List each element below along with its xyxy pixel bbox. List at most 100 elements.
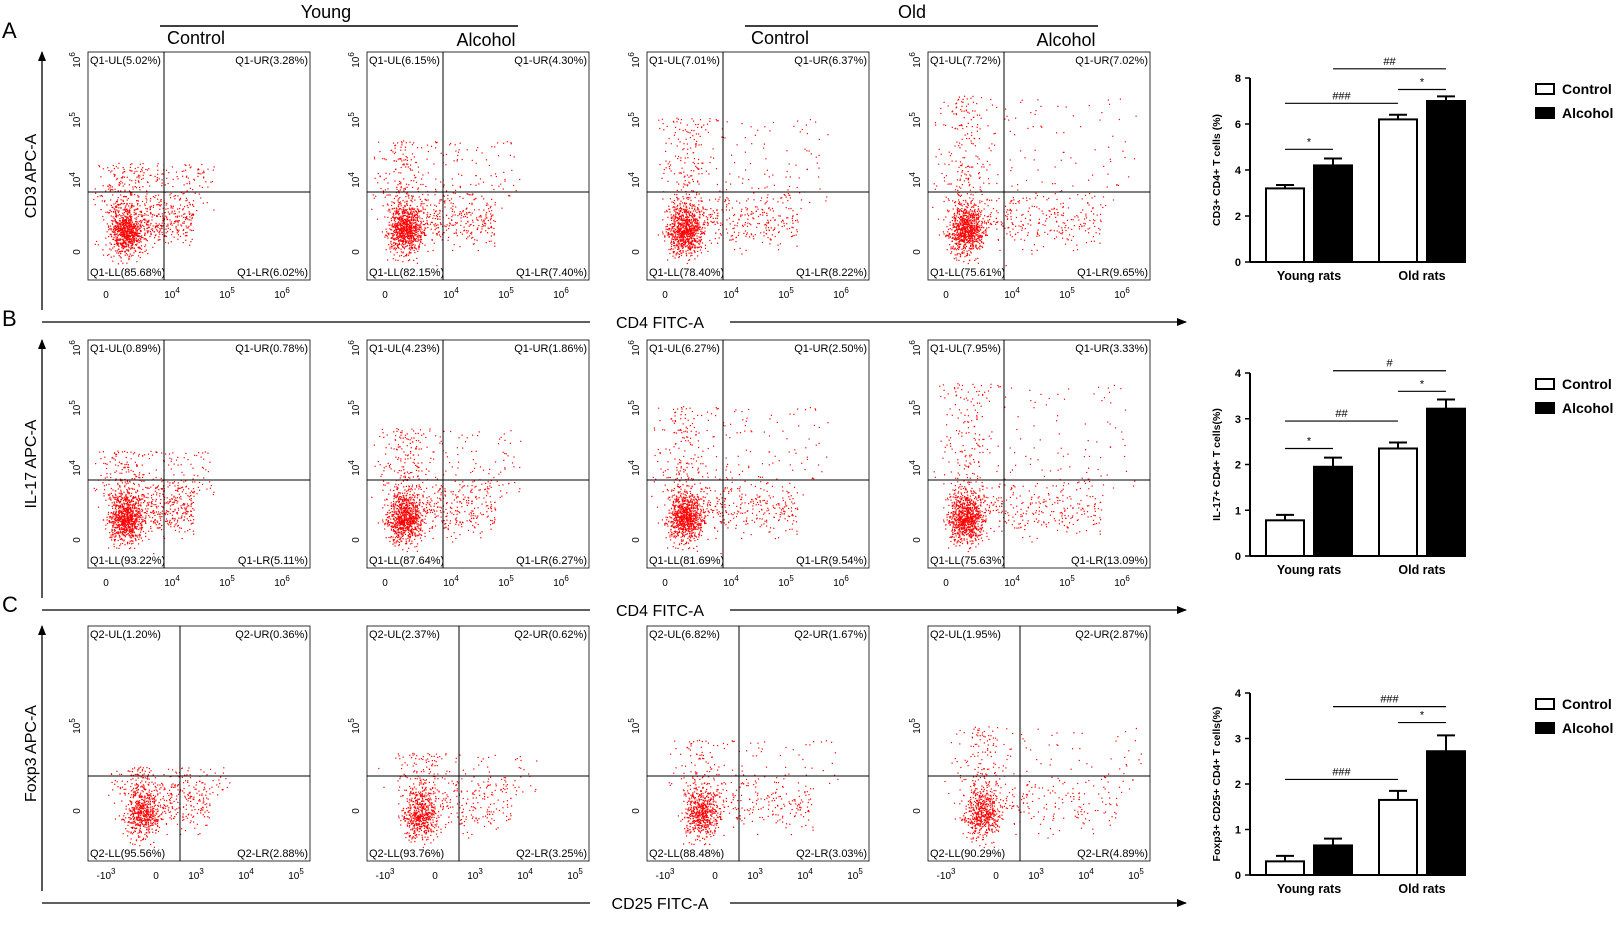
significance-label: * — [1307, 136, 1312, 148]
x-tick-label: 0 — [943, 290, 949, 301]
quadrant-ll-label: Q1-LL(78.40%) — [649, 267, 724, 279]
quadrant-ul-label: Q1-UL(6.15%) — [369, 55, 440, 67]
significance-label: # — [1386, 358, 1393, 370]
y-tick-label: 106 — [347, 340, 362, 356]
quadrant-ul-label: Q1-UL(7.01%) — [649, 55, 720, 67]
bar-control-young-rats — [1265, 519, 1305, 558]
x-tick-label: 105 — [567, 867, 583, 882]
significance-label: ## — [1335, 408, 1348, 420]
scatter-cloud — [657, 117, 829, 265]
y-tick-label: 106 — [627, 52, 642, 68]
group-header-young: Young — [160, 2, 518, 27]
x-tick-label: 0 — [993, 871, 999, 882]
quadrant-ur-label: Q1-UR(6.37%) — [794, 55, 867, 67]
bar-y-axis-label: CD3+ CD4+ T cells (%) — [1211, 114, 1223, 226]
x-tick-label: 104 — [517, 867, 533, 882]
quadrant-ur-label: Q2-UR(0.36%) — [235, 629, 308, 641]
plot-frame — [646, 339, 870, 569]
bar-category-label: Young rats — [1277, 563, 1341, 577]
x-tick-label: 0 — [432, 871, 438, 882]
bar-category-label: Old rats — [1398, 269, 1445, 283]
quadrant-ul-label: Q1-UL(4.23%) — [369, 343, 440, 355]
scatter-cloud — [93, 450, 215, 555]
y-tick-label: 0 — [72, 249, 83, 255]
column-label-young-alcohol: Alcohol — [456, 30, 515, 50]
bar-y-tick-label: 6 — [1235, 119, 1241, 131]
flow-plot-c-4: Q2-UL(1.95%) Q2-UR(2.87%) Q2-LL(90.29%) Q2-… — [908, 625, 1151, 882]
bar-y-tick-label: 1 — [1235, 505, 1241, 517]
x-tick-label: 103 — [747, 867, 763, 882]
y-tick-label: 105 — [627, 112, 642, 128]
x-tick-label: 106 — [1114, 574, 1130, 589]
bar-category-label: Old rats — [1398, 882, 1445, 896]
plot-frame — [87, 339, 311, 569]
quadrant-ll-label: Q2-LL(90.29%) — [930, 848, 1005, 860]
bar-y-tick-label: 0 — [1235, 257, 1241, 269]
bar-alcohol-old-rats — [1426, 407, 1466, 557]
scatter-cloud — [108, 766, 231, 848]
y-tick-label: 105 — [347, 400, 362, 416]
flow-plot-a-2: Q1-UL(6.15%) Q1-UR(4.30%) Q1-LL(82.15%) Q1-… — [347, 51, 590, 301]
x-tick-label: 106 — [553, 574, 569, 589]
plot-frame — [927, 339, 1151, 569]
y-axis-title: IL-17 APC-A — [23, 419, 40, 508]
y-tick-label: 0 — [72, 537, 83, 543]
plot-frame — [87, 51, 311, 281]
quadrant-ur-label: Q1-UR(1.86%) — [514, 343, 587, 355]
bar-control-old-rats — [1378, 447, 1418, 557]
x-tick-label: -103 — [97, 867, 116, 882]
scatter-cloud — [378, 752, 538, 849]
y-tick-label: 106 — [347, 52, 362, 68]
quadrant-lr-label: Q1-LR(9.65%) — [1077, 267, 1148, 279]
legend-swatch-alcohol — [1535, 722, 1555, 734]
legend-swatch-control — [1535, 378, 1555, 390]
bar-y-tick-label: 0 — [1235, 870, 1241, 882]
x-tick-label: 0 — [662, 578, 668, 589]
quadrant-ul-label: Q1-UL(6.27%) — [649, 343, 720, 355]
quadrant-ll-label: Q1-LL(85.68%) — [90, 267, 165, 279]
x-tick-label: -103 — [376, 867, 395, 882]
legend-swatch-alcohol — [1535, 107, 1555, 119]
bar-y-tick-label: 0 — [1235, 551, 1241, 563]
bar-charts: 0 2 4 6 8 CD3+ CD4+ T cells (%) Young rats Old … — [1211, 56, 1613, 896]
x-axis-title: CD4 FITC-A — [616, 603, 704, 620]
panel-row-c: C Foxp3 APC-A CD25 FITC-A Q2-UL(1.20%) Q2-UR… — [2, 592, 1187, 913]
quadrant-ul-label: Q1-UL(5.02%) — [90, 55, 161, 67]
bar-y-axis-label: Foxp3+ CD25+ CD4+ T cells(%) — [1211, 707, 1223, 862]
x-tick-label: 105 — [288, 867, 304, 882]
y-tick-label: 0 — [351, 249, 362, 255]
quadrant-lr-label: Q1-LR(6.27%) — [516, 555, 587, 567]
y-tick-label: 105 — [347, 718, 362, 734]
plot-frame — [366, 339, 590, 569]
panel-letter-b: B — [2, 306, 17, 331]
x-tick-label: 0 — [662, 290, 668, 301]
y-axis-title: CD3 APC-A — [23, 133, 40, 218]
quadrant-lr-label: Q1-LR(7.40%) — [516, 267, 587, 279]
quadrant-ur-label: Q1-UR(2.50%) — [794, 343, 867, 355]
quadrant-lr-label: Q2-LR(3.03%) — [796, 848, 867, 860]
plot-frame — [366, 51, 590, 281]
y-tick-label: 104 — [68, 460, 83, 476]
flow-plot-c-1: Q2-UL(1.20%) Q2-UR(0.36%) Q2-LL(95.56%) Q2-… — [68, 625, 311, 882]
legend-label-alcohol: Alcohol — [1562, 720, 1613, 736]
column-label-old-control: Control — [751, 28, 809, 48]
old-label: Old — [898, 2, 926, 22]
quadrant-ur-label: Q2-UR(0.62%) — [514, 629, 587, 641]
bar-category-label: Old rats — [1398, 563, 1445, 577]
quadrant-lr-label: Q1-LR(5.11%) — [238, 555, 308, 567]
x-tick-label: 104 — [1078, 867, 1094, 882]
x-tick-label: 106 — [274, 574, 290, 589]
x-tick-label: 104 — [443, 574, 459, 589]
panel-letter-a: A — [2, 18, 17, 43]
legend-swatch-control — [1535, 83, 1555, 95]
panel-row-b: B IL-17 APC-A CD4 FITC-A Q1-UL(0.89%) Q1-UR(… — [2, 306, 1187, 620]
x-tick-label: 0 — [712, 871, 718, 882]
flow-plot-a-1: Q1-UL(5.02%) Q1-UR(3.28%) Q1-LL(85.68%) Q1-… — [68, 51, 311, 301]
flow-plot-c-3: Q2-UL(6.82%) Q2-UR(1.67%) Q2-LL(88.48%) Q2-… — [627, 625, 870, 882]
quadrant-ul-label: Q2-UL(1.95%) — [930, 629, 1001, 641]
quadrant-lr-label: Q1-LR(6.02%) — [237, 267, 308, 279]
x-tick-label: 0 — [103, 290, 109, 301]
y-tick-label: 105 — [908, 718, 923, 734]
flow-plot-b-1: Q1-UL(0.89%) Q1-UR(0.78%) Q1-LL(93.22%) Q1-… — [68, 339, 311, 589]
